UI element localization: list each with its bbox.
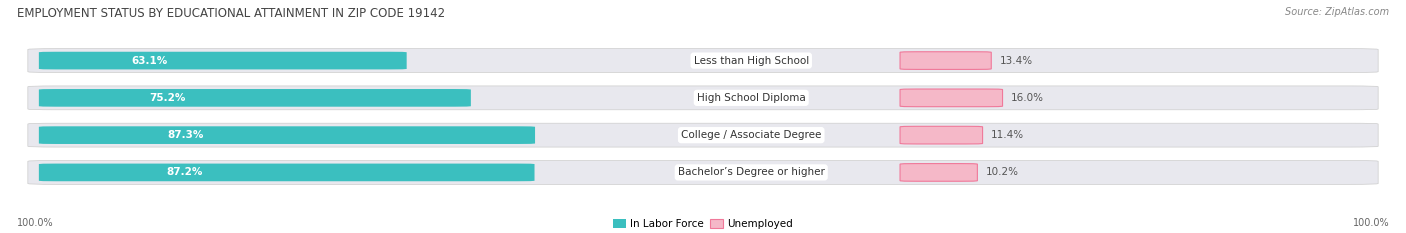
Text: 100.0%: 100.0%: [17, 218, 53, 228]
Text: College / Associate Degree: College / Associate Degree: [681, 130, 821, 140]
FancyBboxPatch shape: [900, 126, 983, 144]
Text: 87.2%: 87.2%: [167, 168, 202, 177]
Text: 10.2%: 10.2%: [986, 168, 1018, 177]
FancyBboxPatch shape: [28, 161, 1378, 184]
Text: Less than High School: Less than High School: [693, 56, 808, 65]
Text: Bachelor’s Degree or higher: Bachelor’s Degree or higher: [678, 168, 825, 177]
FancyBboxPatch shape: [39, 164, 534, 181]
Text: 11.4%: 11.4%: [991, 130, 1024, 140]
Text: Source: ZipAtlas.com: Source: ZipAtlas.com: [1285, 7, 1389, 17]
Text: EMPLOYMENT STATUS BY EDUCATIONAL ATTAINMENT IN ZIP CODE 19142: EMPLOYMENT STATUS BY EDUCATIONAL ATTAINM…: [17, 7, 444, 20]
FancyBboxPatch shape: [39, 52, 406, 69]
FancyBboxPatch shape: [900, 89, 1002, 107]
Text: 63.1%: 63.1%: [131, 56, 167, 65]
Text: 75.2%: 75.2%: [149, 93, 186, 103]
FancyBboxPatch shape: [39, 126, 536, 144]
FancyBboxPatch shape: [28, 86, 1378, 110]
FancyBboxPatch shape: [28, 123, 1378, 147]
FancyBboxPatch shape: [900, 164, 977, 181]
Legend: In Labor Force, Unemployed: In Labor Force, Unemployed: [609, 215, 797, 233]
FancyBboxPatch shape: [900, 52, 991, 69]
FancyBboxPatch shape: [28, 49, 1378, 72]
Text: 100.0%: 100.0%: [1353, 218, 1389, 228]
Text: 87.3%: 87.3%: [167, 130, 204, 140]
FancyBboxPatch shape: [39, 89, 471, 107]
Text: 13.4%: 13.4%: [1000, 56, 1032, 65]
Text: High School Diploma: High School Diploma: [697, 93, 806, 103]
Text: 16.0%: 16.0%: [1011, 93, 1043, 103]
